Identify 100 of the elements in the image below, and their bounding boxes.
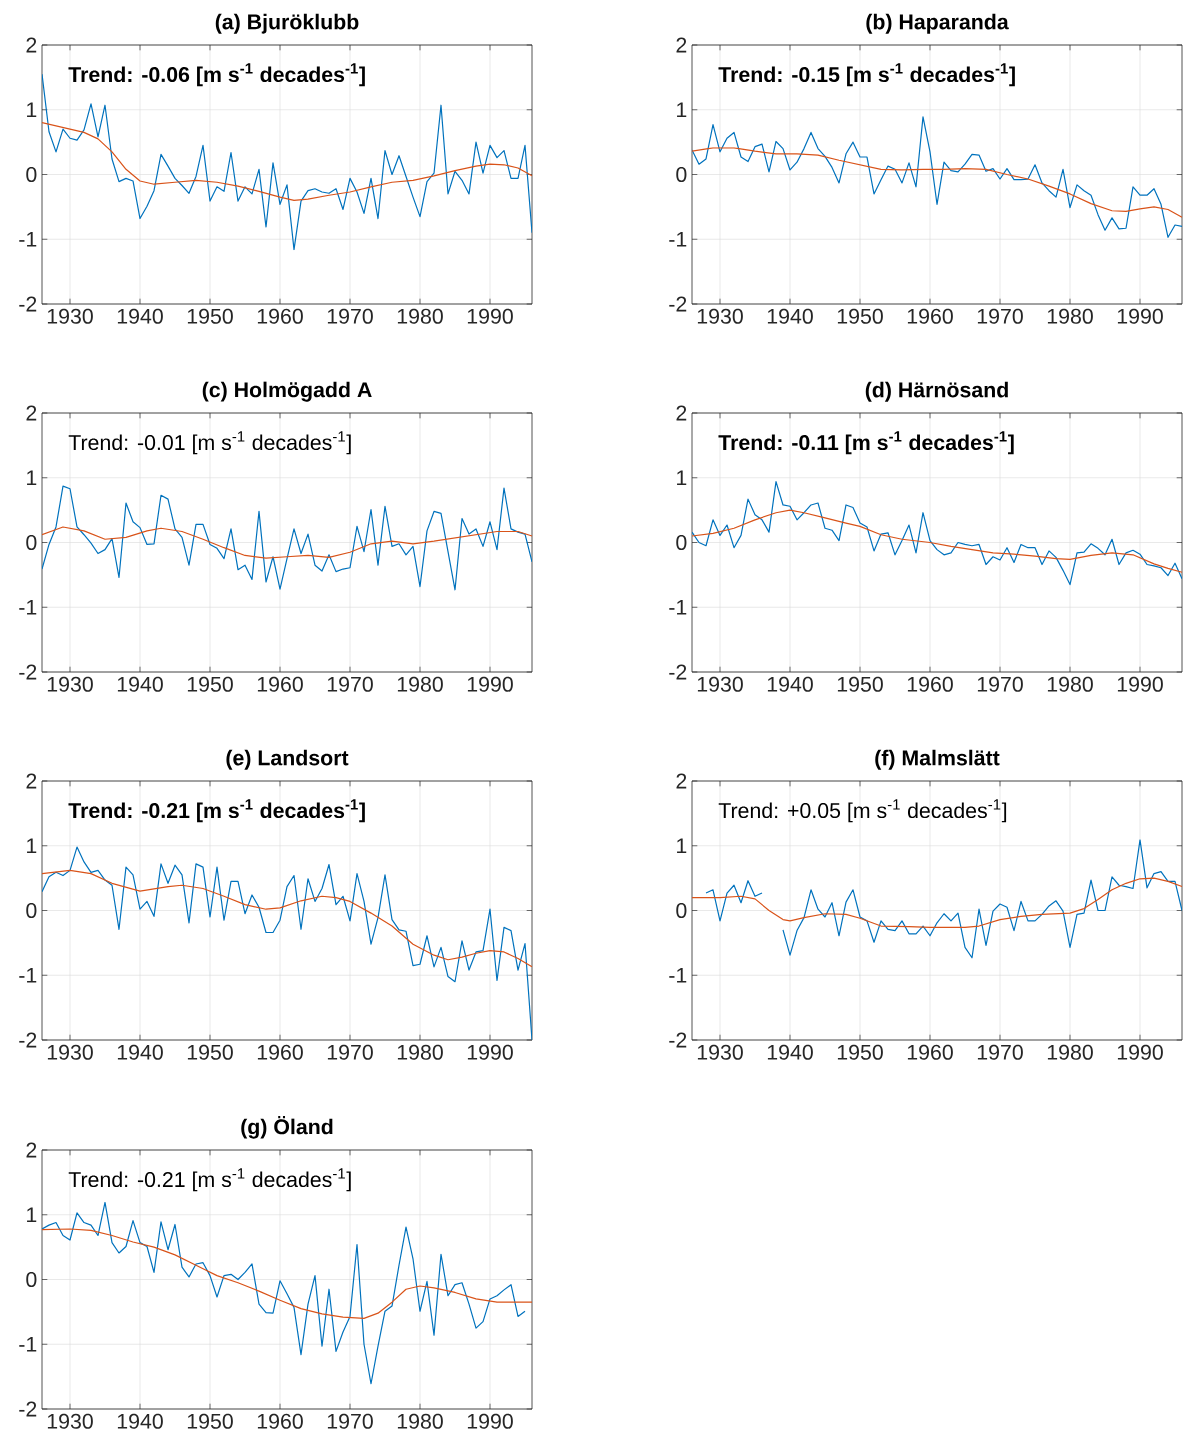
y-tick-label: -1 bbox=[19, 231, 37, 247]
x-tick-label: 1950 bbox=[837, 676, 883, 692]
x-tick-label: 1950 bbox=[187, 1413, 233, 1429]
chart-title: (a) Bjuröklubb bbox=[215, 13, 359, 34]
x-tick-label: 1990 bbox=[467, 1413, 513, 1429]
x-tick-label: 1950 bbox=[837, 308, 883, 324]
x-tick-label: 1960 bbox=[907, 308, 953, 324]
x-tick-label: 1970 bbox=[327, 1413, 373, 1429]
x-tick-label: 1980 bbox=[1047, 1044, 1093, 1060]
x-tick-label: 1940 bbox=[117, 1413, 163, 1429]
annotation: Trend: +0.05 [m s$^{-1}$ decades$^{-1}$] bbox=[718, 799, 1007, 823]
line-series bbox=[692, 116, 1183, 238]
chart-title: (c) Holmögadd A bbox=[202, 381, 372, 402]
y-tick-label: -2 bbox=[19, 1032, 37, 1048]
y-tick-label: -2 bbox=[669, 296, 687, 312]
annotation: Trend: -0.15 [m s$^{-1}$ decades$^{-1}$] bbox=[718, 63, 1015, 87]
annotation: Trend: -0.01 [m s$^{-1}$ decades$^{-1}$] bbox=[68, 431, 351, 455]
chart-title: (g) Öland bbox=[241, 1115, 333, 1139]
y-tick-label: -1 bbox=[669, 967, 687, 983]
line-series bbox=[692, 877, 1183, 928]
x-tick-label: 1990 bbox=[467, 676, 513, 692]
annotation: Trend: -0.11 [m s$^{-1}$ decades$^{-1}$] bbox=[718, 431, 1014, 455]
y-tick-label: 2 bbox=[676, 405, 687, 421]
y-tick-label: 1 bbox=[27, 1207, 37, 1223]
x-tick-label: 1970 bbox=[977, 308, 1023, 324]
x-tick-label: 1980 bbox=[397, 308, 443, 324]
y-tick-label: 1 bbox=[27, 838, 37, 854]
x-tick-label: 1990 bbox=[467, 308, 513, 324]
x-tick-label: 1980 bbox=[1047, 676, 1093, 692]
y-tick-label: 0 bbox=[26, 902, 37, 919]
x-tick-label: 1930 bbox=[47, 676, 93, 692]
y-tick-label: 2 bbox=[676, 37, 687, 53]
x-tick-label: 1960 bbox=[257, 676, 303, 692]
x-tick-label: 1940 bbox=[767, 1044, 813, 1060]
x-tick-label: 1970 bbox=[327, 676, 373, 692]
y-tick-label: -2 bbox=[669, 664, 687, 680]
x-tick-label: 1970 bbox=[327, 308, 373, 324]
y-tick-label: 0 bbox=[676, 534, 687, 551]
x-tick-label: 1960 bbox=[257, 308, 303, 324]
chart-title: (d) Härnösand bbox=[865, 381, 1008, 402]
x-tick-label: 1950 bbox=[837, 1044, 883, 1060]
annotation: Trend: -0.21 [m s$^{-1}$ decades$^{-1}$] bbox=[68, 1168, 351, 1192]
y-tick-label: 0 bbox=[26, 534, 37, 551]
x-tick-label: 1950 bbox=[187, 676, 233, 692]
y-tick-label: 2 bbox=[26, 1142, 37, 1158]
x-tick-label: 1940 bbox=[117, 1044, 163, 1060]
line-series bbox=[42, 1201, 526, 1385]
x-tick-label: 1950 bbox=[187, 308, 233, 324]
y-tick-label: 1 bbox=[677, 470, 687, 486]
x-tick-label: 1940 bbox=[117, 308, 163, 324]
x-tick-label: 1960 bbox=[257, 1044, 303, 1060]
y-tick-label: 1 bbox=[677, 838, 687, 854]
x-tick-label: 1990 bbox=[1117, 1044, 1163, 1060]
x-tick-label: 1980 bbox=[397, 1044, 443, 1060]
line-series bbox=[42, 846, 533, 1041]
y-tick-label: -2 bbox=[19, 1401, 37, 1417]
y-tick-label: 2 bbox=[26, 773, 37, 789]
y-tick-label: 0 bbox=[676, 902, 687, 919]
y-tick-label: -1 bbox=[669, 231, 687, 247]
x-tick-label: 1960 bbox=[257, 1413, 303, 1429]
x-tick-label: 1940 bbox=[767, 676, 813, 692]
y-tick-label: -2 bbox=[19, 296, 37, 312]
y-tick-label: -1 bbox=[669, 599, 687, 615]
chart-title: (e) Landsort bbox=[226, 749, 349, 770]
annotation: Trend: -0.06 [m s$^{-1}$ decades$^{-1}$] bbox=[68, 63, 365, 87]
x-tick-label: 1940 bbox=[117, 676, 163, 692]
y-tick-label: -1 bbox=[19, 599, 37, 615]
x-tick-label: 1980 bbox=[397, 676, 443, 692]
line-series bbox=[42, 869, 533, 968]
y-tick-label: 1 bbox=[27, 102, 37, 118]
x-tick-label: 1990 bbox=[1117, 308, 1163, 324]
line-series bbox=[692, 509, 1183, 573]
x-tick-label: 1930 bbox=[697, 1044, 743, 1060]
y-tick-label: 2 bbox=[676, 773, 687, 789]
y-tick-label: 1 bbox=[677, 102, 687, 118]
y-tick-label: 2 bbox=[26, 405, 37, 421]
x-tick-label: 1930 bbox=[47, 308, 93, 324]
x-tick-label: 1980 bbox=[1047, 308, 1093, 324]
x-tick-label: 1960 bbox=[907, 676, 953, 692]
x-tick-label: 1930 bbox=[47, 1044, 93, 1060]
x-tick-label: 1970 bbox=[327, 1044, 373, 1060]
y-tick-label: -2 bbox=[19, 664, 37, 680]
x-tick-label: 1990 bbox=[1117, 676, 1163, 692]
chart-title: (f) Malmslätt bbox=[875, 749, 1000, 770]
y-tick-label: 2 bbox=[26, 37, 37, 53]
x-tick-label: 1930 bbox=[697, 676, 743, 692]
annotation: Trend: -0.21 [m s$^{-1}$ decades$^{-1}$] bbox=[68, 799, 365, 823]
x-tick-label: 1960 bbox=[907, 1044, 953, 1060]
y-tick-label: -1 bbox=[19, 1336, 37, 1352]
y-tick-label: 0 bbox=[26, 166, 37, 183]
y-tick-label: 0 bbox=[676, 166, 687, 183]
x-tick-label: 1980 bbox=[397, 1413, 443, 1429]
y-tick-label: 0 bbox=[26, 1271, 37, 1288]
y-tick-label: -2 bbox=[669, 1032, 687, 1048]
line-series bbox=[692, 481, 1183, 586]
x-tick-label: 1930 bbox=[47, 1413, 93, 1429]
y-tick-label: 1 bbox=[27, 470, 37, 486]
x-tick-label: 1970 bbox=[977, 676, 1023, 692]
chart-title: (b) Haparanda bbox=[866, 13, 1009, 34]
x-tick-label: 1990 bbox=[467, 1044, 513, 1060]
